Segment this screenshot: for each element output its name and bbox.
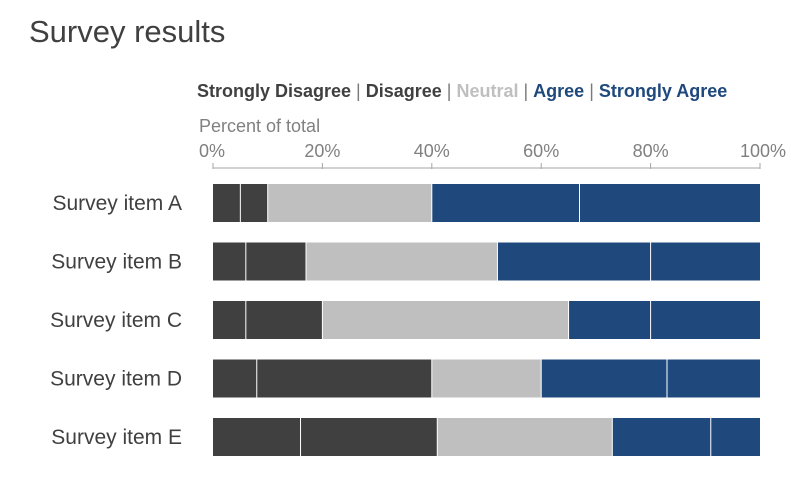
x-tick-label: 20% bbox=[304, 141, 340, 161]
legend-item-strongly-agree: Strongly Agree bbox=[598, 81, 728, 101]
bar-segment bbox=[245, 242, 306, 281]
bar-segment bbox=[213, 418, 301, 456]
bar-segment bbox=[213, 184, 241, 222]
legend: Strongly Disagree | Disagree | Neutral | Agree… bbox=[197, 81, 727, 102]
bar-segment bbox=[213, 301, 246, 339]
x-tick-label: 40% bbox=[414, 141, 450, 161]
bar-segment bbox=[245, 301, 323, 339]
bar-segment bbox=[300, 418, 438, 456]
bar-segment bbox=[213, 359, 257, 398]
x-tick-label: 60% bbox=[523, 141, 559, 161]
legend-separator: | bbox=[446, 81, 452, 101]
legend-separator: | bbox=[589, 81, 594, 101]
bar-segment bbox=[650, 242, 760, 281]
bar-segment bbox=[213, 242, 246, 281]
bar-segment bbox=[650, 301, 760, 339]
bar-segment bbox=[322, 301, 569, 339]
x-tick-label: 80% bbox=[633, 141, 669, 161]
chart-title: Survey results bbox=[29, 14, 226, 49]
legend-item-strongly-disagree: Strongly Disagree bbox=[197, 81, 352, 101]
category-label: Survey item C bbox=[50, 309, 182, 332]
category-label: Survey item E bbox=[51, 426, 182, 449]
bar-segment bbox=[437, 418, 613, 456]
x-tick-label: 100% bbox=[740, 141, 786, 161]
legend-item-neutral: Neutral bbox=[456, 81, 519, 101]
legend-item-disagree: Disagree bbox=[365, 81, 442, 101]
category-label: Survey item D bbox=[50, 368, 182, 391]
bar-segment bbox=[579, 184, 760, 222]
category-label: Survey item A bbox=[52, 192, 182, 215]
bar-segment bbox=[267, 184, 432, 222]
bar-segment bbox=[541, 359, 668, 398]
legend-separator: | bbox=[523, 81, 529, 101]
bar-segment bbox=[612, 418, 711, 456]
bar-segment bbox=[305, 242, 498, 281]
x-axis-title: Percent of total bbox=[199, 116, 321, 136]
bar-segment bbox=[431, 359, 542, 398]
bar-segment bbox=[256, 359, 432, 398]
bar-segment bbox=[710, 418, 760, 456]
x-tick-label: 0% bbox=[199, 141, 225, 161]
bar-segment bbox=[240, 184, 268, 222]
legend-separator: | bbox=[356, 81, 361, 101]
bar-segment bbox=[568, 301, 651, 339]
legend-item-agree: Agree bbox=[533, 81, 585, 101]
bar-segment bbox=[497, 242, 651, 281]
category-label: Survey item B bbox=[51, 251, 182, 274]
bar-segment bbox=[431, 184, 580, 222]
bar-segment bbox=[667, 359, 760, 398]
